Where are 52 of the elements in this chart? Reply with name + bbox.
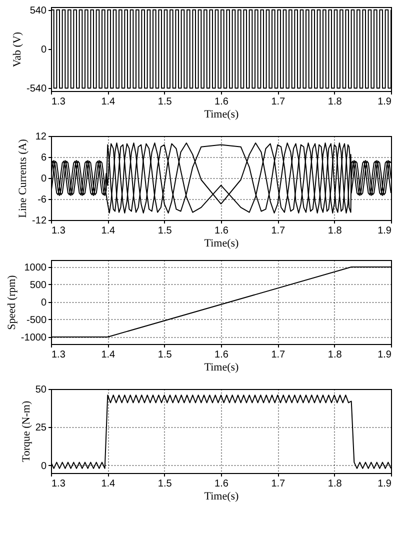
x-tick-label: 1.3 [52,478,66,490]
y-axis-title: Vab (V) [11,32,24,68]
y-tick-label: 0 [40,298,47,308]
x-tick-label: 1.5 [158,478,172,490]
y-tick-label: 0 [40,460,47,472]
x-tick-label: 1.6 [214,350,229,360]
y-axis-title: Line Currents (A) [17,138,30,218]
x-tick-label: 1.6 [214,226,229,236]
y-tick-label: 0 [40,174,47,184]
y-tick-label: 6 [40,152,47,164]
y-tick-label: -540 [26,84,47,95]
x-tick-label: 1.4 [101,478,116,490]
x-tick-label: 1.4 [101,350,116,360]
x-tick-label: 1.3 [52,350,66,360]
y-tick-label: -500 [26,315,47,326]
x-tick-label: 1.8 [328,478,342,490]
x-tick-label: 1.7 [271,226,286,236]
x-tick-label: 1.5 [158,226,172,236]
y-axis-title: Speed (rpm) [6,274,18,330]
x-axis-title: Time(s) [204,490,240,502]
x-tick-label: 1.5 [158,350,172,360]
y-tick-label: 500 [30,280,47,291]
x-tick-label: 1.9 [378,478,392,490]
x-tick-label: 1.7 [271,96,286,108]
y-axis-title: Torque (N-m) [20,400,32,462]
x-tick-label: 1.8 [328,96,342,108]
x-tick-label: 1.9 [378,350,392,360]
x-tick-label: 1.8 [328,226,342,236]
y-tick-label: 25 [35,422,47,434]
y-tick-label: -1000 [20,332,47,344]
x-tick-label: 1.7 [271,478,286,490]
y-tick-label: -12 [32,216,47,226]
x-tick-label: 1.3 [52,226,66,236]
x-tick-label: 1.6 [214,478,229,490]
x-tick-label: 1.7 [271,350,286,360]
y-tick-label: 1000 [24,262,47,274]
x-tick-label: 1.3 [52,96,66,108]
y-tick-label: -6 [38,194,47,206]
x-tick-label: 1.5 [158,96,172,108]
y-tick-label: 0 [40,44,47,56]
x-tick-label: 1.4 [101,96,116,108]
y-tick-label: 12 [35,132,47,142]
x-tick-label: 1.6 [214,96,229,108]
x-axis-title: Time(s) [204,108,240,120]
x-tick-label: 1.9 [378,96,392,108]
x-tick-label: 1.8 [328,350,342,360]
y-tick-label: 540 [30,5,47,16]
x-axis-title: Time(s) [204,238,240,250]
x-tick-label: 1.9 [378,226,392,236]
x-axis-title: Time(s) [204,362,240,374]
x-tick-label: 1.4 [101,226,116,236]
y-tick-label: 50 [35,384,47,396]
